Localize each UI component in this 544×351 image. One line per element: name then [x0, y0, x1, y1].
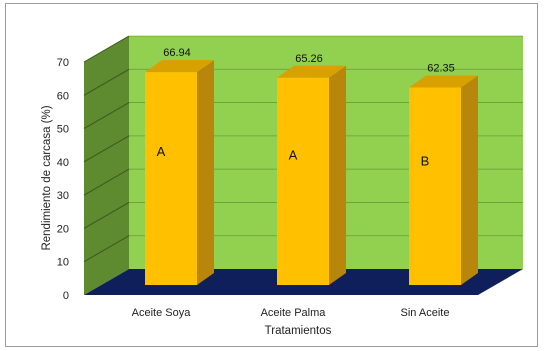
bars: 66.94 A 65.26 A 62.35 B — [145, 47, 478, 286]
data-label: 62.35 — [427, 62, 455, 74]
y-tick-label: 40 — [57, 157, 69, 169]
gridline-side — [83, 35, 130, 63]
y-tick-label: 50 — [57, 124, 69, 136]
gridline-side — [83, 68, 130, 96]
y-tick-label: 60 — [57, 90, 69, 102]
y-tick-label: 10 — [57, 257, 69, 269]
x-tick-label: Aceite Soya — [132, 307, 192, 319]
bar — [145, 72, 197, 285]
bar — [277, 77, 329, 285]
group-letter: A — [157, 144, 166, 159]
x-tick-label: Aceite Palma — [261, 307, 327, 319]
data-label: 66.94 — [163, 47, 191, 59]
gridline-side — [83, 102, 130, 130]
bar-top — [409, 75, 478, 88]
group-letter: B — [421, 154, 430, 169]
x-axis-ticks: Aceite Soya Aceite Palma Sin Aceite — [132, 307, 450, 319]
bar — [409, 87, 461, 286]
bar-side — [461, 75, 478, 286]
bar-side — [197, 60, 214, 286]
gridline-side — [83, 168, 130, 196]
bar-top — [277, 65, 346, 78]
bar-top — [145, 60, 214, 73]
x-axis-title: Tratamientos — [265, 325, 332, 337]
x-tick-label: Sin Aceite — [401, 307, 450, 319]
side-wall — [84, 36, 129, 295]
y-tick-label: 0 — [63, 290, 69, 302]
group-letter: A — [289, 147, 298, 162]
bar-side — [329, 65, 346, 285]
y-tick-label: 30 — [57, 190, 69, 202]
y-axis-title: Rendimiento de carcasa (%) — [41, 105, 53, 250]
y-axis-ticks: 0 10 20 30 40 50 60 70 — [57, 57, 69, 302]
gridline-side — [83, 235, 130, 263]
gridline-side — [83, 135, 130, 163]
y-tick-label: 70 — [57, 57, 69, 69]
data-label: 65.26 — [295, 53, 323, 65]
y-tick-label: 20 — [57, 223, 69, 235]
gridline-side — [83, 201, 130, 229]
